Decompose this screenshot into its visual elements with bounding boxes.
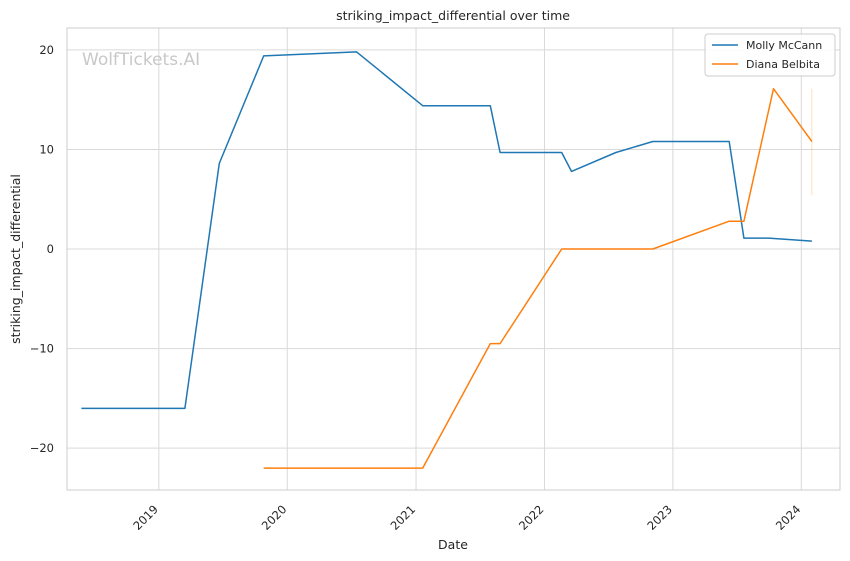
data-point	[263, 55, 265, 57]
x-tick-label: 2019	[130, 502, 161, 533]
data-point	[571, 171, 573, 173]
series-layer	[81, 51, 813, 469]
data-point	[219, 163, 221, 165]
data-point	[743, 237, 745, 239]
x-tick-label: 2021	[388, 502, 419, 533]
data-point	[728, 220, 730, 222]
x-tick-labels: 2019 2020 2021 2022 2023 2024	[130, 502, 803, 533]
data-point	[728, 141, 730, 143]
data-point	[490, 105, 492, 107]
y-tick-label: 10	[39, 142, 54, 156]
data-point	[743, 220, 745, 222]
legend-label-diana-belbita: Diana Belbita	[746, 58, 820, 71]
data-point	[615, 152, 617, 154]
series-line-molly-mccann	[81, 51, 812, 410]
data-point	[263, 467, 265, 469]
x-axis-label: Date	[438, 537, 468, 552]
y-tick-label: 0	[47, 242, 54, 256]
data-point	[652, 141, 654, 143]
data-point	[499, 152, 501, 154]
data-point	[499, 343, 501, 345]
legend-label-molly-mccann: Molly McCann	[746, 39, 822, 52]
y-tick-label: 20	[39, 43, 54, 57]
data-point	[356, 51, 358, 53]
data-point	[811, 240, 813, 242]
data-point	[422, 467, 424, 469]
data-point	[490, 343, 492, 345]
series-molly-mccann	[81, 51, 813, 410]
plot-frame	[66, 27, 841, 491]
y-tick-labels: 20 10 0 −10 −20	[30, 43, 54, 455]
y-axis-label: striking_impact_differential	[8, 174, 23, 344]
series-diana-belbita	[263, 87, 813, 469]
data-point	[422, 105, 424, 107]
data-point	[652, 248, 654, 250]
chart-title: striking_impact_differential over time	[336, 8, 570, 23]
data-point	[81, 408, 83, 410]
data-point	[561, 248, 563, 250]
series-line-diana-belbita	[263, 87, 813, 469]
x-tick-label: 2024	[773, 502, 804, 533]
data-point	[773, 88, 775, 90]
grid	[67, 28, 840, 490]
x-tick-label: 2023	[644, 502, 675, 533]
x-tick-label: 2022	[516, 502, 547, 533]
y-tick-label: −20	[30, 441, 54, 455]
watermark-text: WolfTickets.AI	[82, 50, 200, 70]
data-point	[561, 152, 563, 154]
y-tick-label: −10	[30, 342, 54, 356]
x-tick-label: 2020	[259, 502, 290, 533]
data-point	[184, 408, 186, 410]
legend: Molly McCann Diana Belbita	[704, 33, 836, 77]
data-point	[768, 237, 770, 239]
